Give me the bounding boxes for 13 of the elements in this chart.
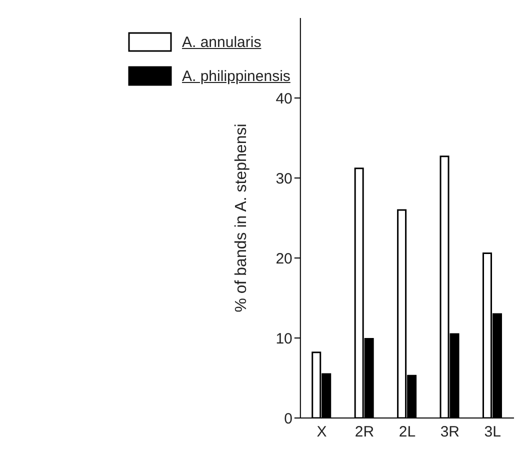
y-tick-label: 10: [276, 330, 292, 348]
legend-label: A. annularis: [182, 34, 262, 50]
legend-label: A. philippinensis: [182, 68, 290, 84]
y-tick-label: 0: [284, 410, 292, 428]
y-tick-label: 30: [276, 170, 292, 188]
y-tick-label: 20: [276, 250, 292, 268]
x-tick-label: 2L: [398, 424, 416, 441]
x-tick-label: X: [316, 424, 327, 441]
y-tick-label: 40: [276, 90, 292, 108]
y-axis-title: % of bands in A. stephensi: [233, 124, 250, 312]
x-tick-label: 3L: [484, 424, 501, 441]
x-tick-label: 3R: [440, 424, 460, 441]
x-tick-label: 2R: [354, 424, 374, 441]
